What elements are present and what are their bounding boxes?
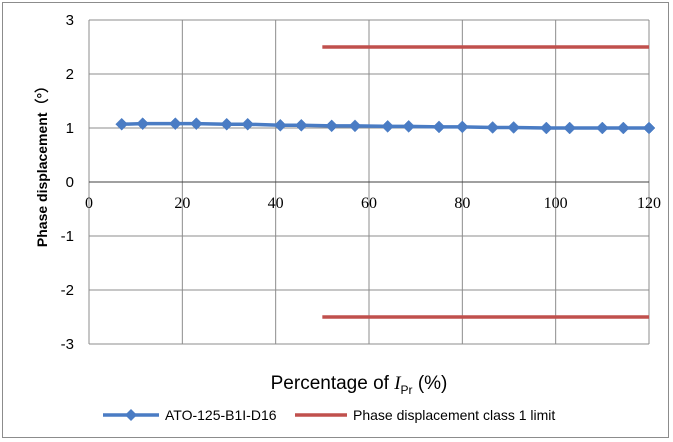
data-point-marker — [455, 120, 469, 134]
data-point-marker — [381, 120, 395, 133]
y-axis-label: Phase displacement（°） — [34, 79, 50, 247]
chart-frame: 3 2 1 0 -1 -2 -3 0 20 40 60 80 100 120 Phase displac… — [2, 2, 669, 438]
x-tick-label: 20 — [174, 195, 190, 212]
data-point-marker — [294, 118, 308, 132]
y-tick-label: 1 — [66, 120, 74, 137]
y-tick-label: -3 — [61, 336, 74, 353]
data-point-marker — [563, 121, 577, 135]
x-axis-label-prefix: Percentage of — [271, 373, 395, 394]
x-tick-label: 0 — [85, 195, 93, 212]
data-point-marker — [241, 117, 255, 131]
x-tick-label: 100 — [544, 195, 568, 212]
data-point-marker — [273, 118, 287, 132]
data-point-marker — [189, 117, 203, 131]
data-point-marker — [220, 117, 234, 131]
y-tick-labels: 3 2 1 0 -1 -2 -3 — [61, 12, 74, 353]
y-tick-label: 0 — [66, 174, 74, 191]
data-point-marker — [432, 120, 446, 134]
data-point-marker — [507, 121, 521, 134]
data-point-marker — [348, 119, 362, 133]
y-tick-label: -1 — [61, 228, 74, 245]
series-group — [115, 45, 656, 319]
data-point-marker — [642, 121, 656, 135]
data-point-marker — [616, 121, 630, 135]
y-tick-label: -2 — [61, 282, 74, 299]
x-axis-label-var: I — [393, 373, 402, 394]
data-point-marker — [325, 119, 339, 133]
y-tick-label: 2 — [66, 66, 74, 83]
data-point-marker — [168, 117, 182, 131]
legend-label-limit: Phase displacement class 1 limit — [353, 407, 555, 423]
legend-label-series: ATO-125-B1I-D16 — [165, 407, 277, 423]
x-axis-label: Percentage of IPr (%) — [271, 373, 448, 397]
phase-displacement-chart: 3 2 1 0 -1 -2 -3 0 20 40 60 80 100 120 Phase displac… — [34, 12, 661, 423]
data-point-marker — [595, 121, 609, 135]
data-point-marker — [486, 121, 500, 134]
x-tick-label: 80 — [454, 195, 470, 212]
x-axis-label-sub: Pr — [401, 383, 413, 397]
y-tick-label: 3 — [66, 12, 74, 29]
data-point-marker — [115, 117, 129, 131]
legend-marker-diamond — [125, 409, 137, 421]
data-point-marker — [539, 121, 553, 135]
x-tick-labels: 0 20 40 60 80 100 120 — [85, 195, 661, 212]
x-tick-label: 40 — [268, 195, 284, 212]
x-tick-label: 60 — [361, 195, 377, 212]
data-point-marker — [402, 120, 416, 133]
legend: ATO-125-B1I-D16 Phase displacement class … — [103, 407, 555, 423]
x-axis-label-suffix: (%) — [413, 373, 448, 394]
x-tick-label: 120 — [637, 195, 661, 212]
data-point-marker — [136, 117, 150, 131]
